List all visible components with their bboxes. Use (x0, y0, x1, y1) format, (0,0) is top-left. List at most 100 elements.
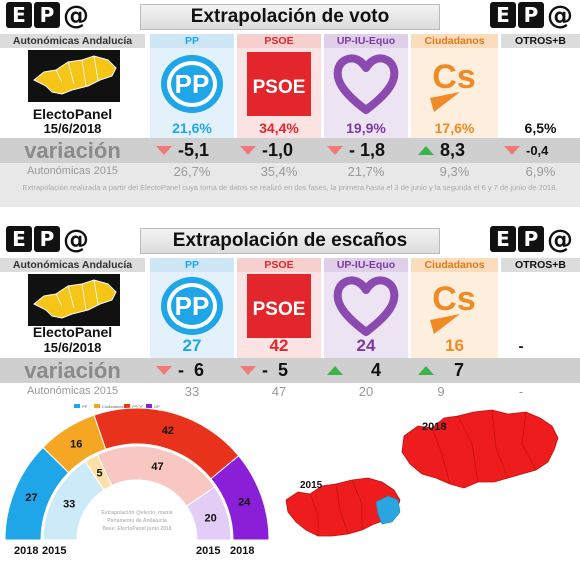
inner-label-cs: 5 (96, 468, 102, 480)
seats-titlebar: E P @ Extrapolación de escaños E P @ (0, 224, 580, 256)
vote-prev-row: Autonómicas 2015 26,7% 35,4% 21,7% 9,3% … (0, 163, 580, 181)
seats-variation-cs: 7 (418, 360, 464, 381)
arrow-up-icon (327, 366, 343, 375)
vote-variation-label: variación (24, 138, 121, 163)
seats-prev-cs: 9 (437, 384, 445, 399)
outer-label-cs: 16 (70, 439, 82, 451)
inner-label-up: 20 (204, 512, 216, 524)
seats-prev-label: Autonómicas 2015 (26, 385, 119, 397)
seats-prev-row: Autonómicas 2015 33 47 20 9 - (0, 383, 580, 401)
vote-variation-up: - 1,8 (327, 140, 385, 161)
andalucia-maps: 2018 2015 (285, 409, 559, 537)
outer-label-up: 24 (238, 496, 251, 508)
arrow-up-icon (418, 146, 434, 155)
svg-text:Cs: Cs (432, 58, 475, 96)
andalucia-map-icon (28, 274, 120, 326)
seats-prev-otros: - (518, 384, 524, 399)
vote-title: Extrapolación de voto (140, 4, 440, 30)
seats-value-cs: 16 (445, 336, 464, 355)
vote-value-cs: 17,6% (434, 120, 475, 136)
header-up: UP-IU-Equo (324, 34, 408, 48)
ep-logo-left: E P @ (6, 226, 90, 254)
svg-text:PP: PP (175, 69, 210, 99)
vote-value-psoe: 34,4% (259, 120, 299, 136)
inner-label-psoe: 47 (151, 461, 163, 473)
header-pp: PP (150, 34, 234, 48)
vote-prev-pp: 26,7% (173, 164, 211, 179)
vote-variation-cs: 8,3 (418, 140, 465, 161)
map-label-2015: 2015 (300, 480, 323, 491)
arrow-down-icon (240, 366, 256, 375)
header-up: UP-IU-Equo (324, 258, 408, 272)
seats-value-psoe: 42 (269, 336, 289, 355)
svg-text:PSOE: PSOE (253, 299, 306, 320)
vote-titlebar: E P @ Extrapolación de voto E P @ (0, 0, 580, 32)
svg-text:PP: PP (175, 291, 210, 321)
header-otros: OTROS+B (501, 34, 580, 48)
svg-text:UP: UP (154, 404, 160, 409)
ep-logo-right: E P @ (490, 2, 574, 30)
vote-variation-row: variación -5,1 -1,0 - 1,8 8,3 -0,4 (0, 138, 580, 163)
vote-variation-psoe: -1,0 (240, 140, 293, 161)
hemicycle-caption-2: Parlamento de Andalucía (107, 518, 167, 524)
svg-text:PSOE: PSOE (132, 404, 143, 409)
ep-logo-right: E P @ (490, 226, 574, 254)
outer-arc-up (210, 455, 270, 541)
header-otros: OTROS+B (501, 258, 580, 272)
svg-text:PP: PP (82, 404, 88, 409)
vote-variation-otros: -0,4 (504, 143, 548, 158)
psoe-logo: PSOE (247, 52, 311, 116)
andalucia-map-icon (28, 50, 120, 102)
seats-prev-pp: 33 (184, 384, 200, 399)
seats-value-otros: - (518, 338, 524, 355)
outer-label-pp: 27 (25, 492, 37, 504)
seats-variation-psoe: - 5 (240, 360, 288, 381)
up-heart-logo (333, 276, 399, 336)
map-label-2018: 2018 (422, 421, 446, 433)
psoe-logo: PSOE (247, 274, 311, 338)
hemicycle-legend: PP Ciudadanos PSOE UP (74, 404, 160, 409)
seats-value-pp: 27 (182, 336, 202, 355)
seats-prev-psoe: 47 (271, 384, 287, 399)
vote-value-otros: 6,5% (524, 120, 557, 136)
seats-variation-label: variación (24, 358, 121, 383)
map-2015: 2015 (285, 477, 401, 537)
seats-title: Extrapolación de escaños (140, 228, 440, 254)
panel-name: ElectoPanel (32, 324, 113, 340)
seats-value-up: 24 (356, 336, 376, 355)
hemicycle-chart: PP Ciudadanos PSOE UP 27 16 42 24 33 5 47 20 20… (4, 404, 270, 557)
vote-prev-otros: 6,9% (525, 164, 556, 179)
svg-text:PSOE: PSOE (253, 77, 306, 98)
inner-arc-up (185, 486, 232, 541)
pp-logo: PP (161, 55, 223, 113)
inner-label-pp: 33 (63, 499, 75, 511)
svg-text:Cs: Cs (432, 280, 475, 318)
arrow-down-icon (327, 146, 343, 155)
year-inner-right: 2015 (196, 545, 220, 557)
cs-logo: Cs (430, 280, 476, 334)
vote-prev-cs: 9,3% (439, 164, 470, 179)
vote-prev-up: 21,7% (347, 164, 385, 179)
svg-text:Ciudadanos: Ciudadanos (102, 404, 123, 409)
header-psoe: PSOE (237, 34, 321, 48)
outer-label-psoe: 42 (162, 425, 174, 437)
header-cs: Ciudadanos (411, 34, 498, 48)
panel-name: ElectoPanel (32, 106, 113, 122)
vote-value-pp: 21,6% (172, 120, 212, 136)
seats-panel: E P @ Extrapolación de escaños E P @ Aut… (0, 224, 580, 404)
arrow-down-icon (240, 146, 256, 155)
header-pp: PP (150, 258, 234, 272)
vote-variation-pp: -5,1 (156, 140, 209, 161)
vote-prev-label: Autonómicas 2015 (26, 165, 119, 177)
region-header: Autonómicas Andalucía (0, 258, 145, 272)
year-outer-left: 2018 (14, 545, 38, 557)
arrow-down-icon (156, 146, 172, 155)
vote-prev-psoe: 35,4% (260, 164, 298, 179)
cs-logo: Cs (430, 58, 476, 112)
panel-date: 15/6/2018 (43, 121, 102, 136)
ep-logo-left: E P @ (6, 2, 90, 30)
seats-variation-row: variación - 6 - 5 4 7 (0, 358, 580, 383)
vote-note: Extrapolación realizada a partir del Ele… (0, 181, 580, 207)
panel-date: 15/6/2018 (43, 340, 102, 355)
header-psoe: PSOE (237, 258, 321, 272)
